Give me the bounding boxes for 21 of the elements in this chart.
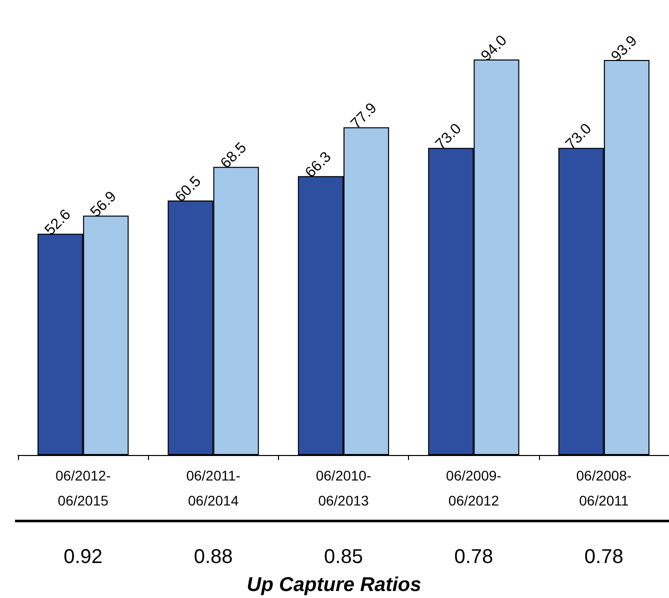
data-label: 73.0: [432, 120, 465, 153]
text: 0.85: [324, 546, 363, 568]
text: 0.78: [454, 546, 494, 568]
text: Up Capture Ratios: [246, 574, 422, 596]
x-tick-label: 06/2008- 06/2011: [576, 468, 632, 508]
data-label: 93.9: [608, 32, 641, 66]
data-label: 77.9: [348, 100, 380, 132]
data-label: 66.3: [302, 148, 335, 182]
data-label: 60.5: [172, 172, 204, 206]
text: 0.88: [194, 546, 233, 568]
x-tick-label: 06/2011- 06/2014: [186, 468, 241, 508]
x-tick-label: 06/2010- 06/2013: [316, 468, 372, 508]
data-label: 56.9: [87, 188, 120, 221]
data-label: 68.5: [217, 139, 250, 172]
data-label: 73.0: [562, 120, 596, 153]
x-tick-label: 06/2009- 06/2012: [446, 468, 502, 508]
data-label: 94.0: [478, 32, 510, 65]
x-tick-label: 06/2012- 06/2015: [55, 468, 112, 508]
text: 0.78: [584, 546, 624, 568]
text: 0.92: [64, 546, 103, 568]
data-label: 52.6: [42, 206, 74, 239]
